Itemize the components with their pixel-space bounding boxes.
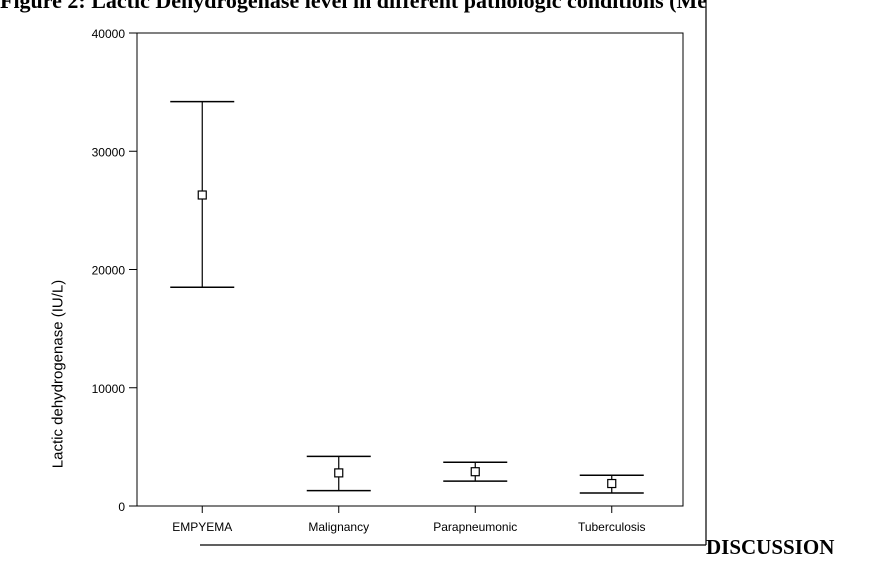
error-bar (443, 461, 508, 482)
y-tick-label: 40000 (92, 27, 126, 41)
y-tick-label: 20000 (92, 264, 126, 278)
y-tick-label: 30000 (92, 145, 126, 159)
y-axis-label: Lactic dehydrogenase (IU/L) (49, 279, 67, 469)
x-tick-label: Tuberculosis (578, 520, 646, 534)
y-tick-label: 10000 (92, 382, 126, 396)
error-bar (306, 455, 371, 492)
plot-frame (136, 32, 684, 507)
x-tick-label: Malignancy (308, 520, 369, 534)
mean-marker (607, 478, 617, 489)
x-tick-label: Parapneumonic (433, 520, 517, 534)
mean-marker (334, 468, 344, 478)
error-bar (579, 474, 644, 494)
x-tick-label: EMPYEMA (172, 520, 232, 534)
mean-marker (197, 190, 207, 200)
figure-caption: Figure 2: Lactic Dehydrogenase level in … (0, 0, 707, 13)
mean-marker (470, 467, 480, 477)
y-tick-label: 0 (118, 500, 125, 514)
error-bar (170, 100, 235, 288)
section-heading-discussion: DISCUSSION (706, 535, 835, 559)
